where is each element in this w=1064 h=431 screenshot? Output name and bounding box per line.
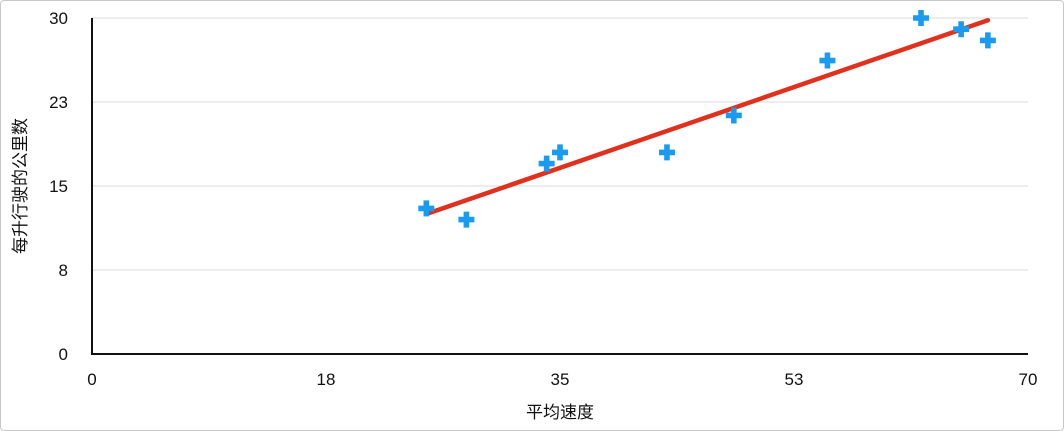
data-point [552, 144, 568, 161]
y-tick-label: 15 [49, 177, 68, 196]
plus-marker-icon [979, 32, 996, 49]
axes [91, 18, 1028, 355]
y-tick-label: 0 [59, 345, 68, 364]
gridlines [92, 17, 1028, 271]
x-axis-title: 平均速度 [526, 403, 594, 423]
y-tick-label: 8 [59, 261, 68, 280]
x-tick-label: 0 [87, 370, 96, 389]
plus-marker-icon [552, 144, 568, 161]
plus-marker-icon [658, 144, 675, 161]
data-point [913, 10, 930, 26]
data-point [979, 32, 996, 49]
data-points [418, 10, 996, 228]
data-point [538, 155, 555, 172]
data-point [658, 144, 675, 161]
trendline [424, 17, 991, 217]
y-axis-title: 每升行驶的公里数 [11, 118, 31, 254]
x-tick-label: 18 [317, 370, 336, 389]
plus-marker-icon [458, 211, 475, 228]
x-tick-label: 70 [1019, 370, 1038, 389]
data-point [418, 200, 435, 217]
plus-marker-icon [418, 200, 435, 217]
data-point [953, 21, 970, 38]
trendline-group [424, 17, 991, 217]
data-point [819, 52, 836, 69]
x-tick-label: 35 [551, 370, 570, 389]
x-tick-label: 53 [785, 370, 804, 389]
plus-marker-icon [819, 52, 836, 69]
y-tick-label: 30 [49, 9, 68, 28]
y-tick-label: 23 [49, 93, 68, 112]
plus-marker-icon [725, 107, 742, 124]
plus-marker-icon [913, 10, 930, 26]
tick-labels: 0 8 15 23 30 0 18 35 53 70 [49, 9, 1037, 389]
data-point [458, 211, 475, 228]
data-point [725, 107, 742, 124]
plus-marker-icon [953, 21, 970, 38]
plus-marker-icon [538, 155, 555, 172]
